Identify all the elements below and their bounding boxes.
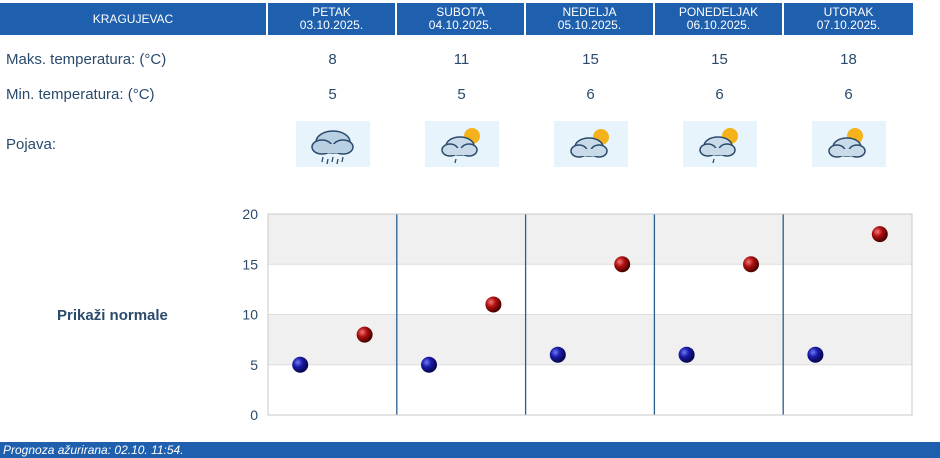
day-date: 07.10.2025. bbox=[816, 18, 881, 32]
max-temperature-value: 11 bbox=[453, 50, 470, 68]
max-temperature-value: 18 bbox=[840, 50, 857, 68]
partly-cloudy-icon bbox=[553, 121, 628, 167]
chart-points bbox=[292, 226, 888, 373]
chart-frame bbox=[267, 213, 913, 416]
y-tick-label: 15 bbox=[242, 256, 258, 272]
min-temperature-value: 6 bbox=[715, 85, 724, 103]
temperature-chart: 0 5 10 15 20 bbox=[242, 206, 913, 423]
day-name: SUBOTA bbox=[436, 5, 485, 19]
min-temperature-point bbox=[292, 356, 309, 373]
chart-tick-labels: 0 5 10 15 20 bbox=[242, 206, 258, 423]
partly-cloudy-light-rain-icon bbox=[682, 121, 757, 167]
day-header-2: SUBOTA 04.10.2025. bbox=[397, 3, 526, 35]
day-name: NEDELJA bbox=[562, 5, 617, 19]
max-temperature-point bbox=[614, 256, 631, 273]
day-name: PETAK bbox=[312, 5, 351, 19]
min-temperature-value: 5 bbox=[457, 85, 466, 103]
show-normals-link[interactable]: Prikaži normale bbox=[57, 307, 168, 324]
max-temperature-row: Maks. temperatura: (°C) 8 11 15 15 18 bbox=[0, 48, 940, 70]
chart-bands bbox=[268, 214, 912, 415]
max-temperature-value: 8 bbox=[328, 50, 337, 68]
max-temperature-point bbox=[871, 226, 888, 243]
forecast-header: KRAGUJEVAC PETAK 03.10.2025. SUBOTA 04.1… bbox=[0, 3, 940, 35]
phenomenon-row: Pojava: bbox=[0, 120, 940, 168]
day-header-1: PETAK 03.10.2025. bbox=[268, 3, 397, 35]
min-temperature-label: Min. temperatura: (°C) bbox=[6, 85, 155, 103]
partly-cloudy-light-rain-icon bbox=[424, 121, 499, 167]
chart-band bbox=[268, 214, 912, 265]
min-temperature-row: Min. temperatura: (°C) 5 5 6 6 6 bbox=[0, 83, 940, 105]
phenomenon-label: Pojava: bbox=[6, 135, 57, 153]
max-temperature-point bbox=[485, 296, 502, 313]
cloud-rain-icon bbox=[295, 121, 370, 167]
max-temperature-value: 15 bbox=[711, 50, 728, 68]
chart-band bbox=[268, 264, 912, 315]
min-temperature-value: 6 bbox=[844, 85, 853, 103]
max-temperature-point bbox=[356, 326, 373, 343]
day-header-4: PONEDELJAK 06.10.2025. bbox=[655, 3, 784, 35]
min-temperature-value: 6 bbox=[586, 85, 595, 103]
min-temperature-value: 5 bbox=[328, 85, 337, 103]
forecast-updated-footer: Prognoza ažurirana: 02.10. 11:54. bbox=[0, 442, 940, 458]
max-temperature-point bbox=[743, 256, 759, 273]
chart-band bbox=[268, 364, 912, 415]
max-temperature-value: 15 bbox=[582, 50, 599, 68]
day-header-5: UTORAK 07.10.2025. bbox=[784, 3, 913, 35]
chart-day-separators bbox=[396, 214, 784, 415]
day-name: UTORAK bbox=[823, 5, 874, 19]
y-tick-label: 20 bbox=[242, 206, 258, 222]
y-tick-label: 0 bbox=[250, 407, 258, 423]
min-temperature-point bbox=[807, 346, 824, 363]
day-date: 03.10.2025. bbox=[299, 18, 364, 32]
max-temperature-label: Maks. temperatura: (°C) bbox=[6, 50, 167, 68]
day-date: 06.10.2025. bbox=[686, 18, 751, 32]
day-date: 04.10.2025. bbox=[428, 18, 493, 32]
y-tick-label: 5 bbox=[250, 357, 258, 373]
min-temperature-point bbox=[678, 346, 695, 363]
day-name: PONEDELJAK bbox=[678, 5, 759, 19]
y-tick-label: 10 bbox=[242, 307, 258, 323]
day-date: 05.10.2025. bbox=[557, 18, 622, 32]
min-temperature-point bbox=[421, 356, 437, 373]
chart-band bbox=[268, 314, 912, 365]
city-name: KRAGUJEVAC bbox=[0, 3, 268, 35]
day-header-3: NEDELJA 05.10.2025. bbox=[526, 3, 655, 35]
min-temperature-point bbox=[549, 346, 566, 363]
partly-cloudy-icon bbox=[811, 121, 886, 167]
